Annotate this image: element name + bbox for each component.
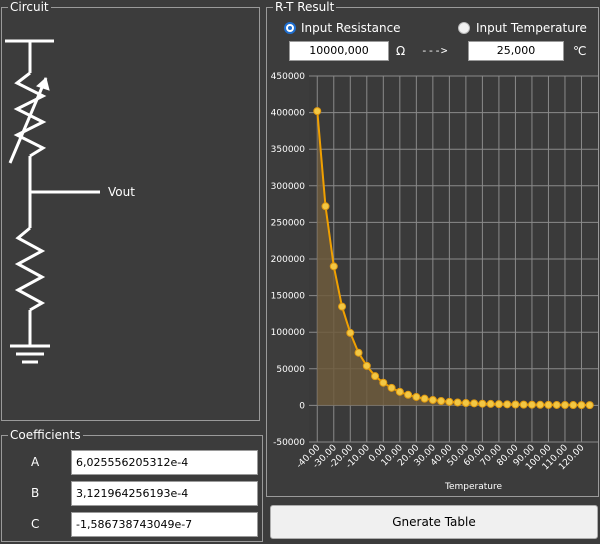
resistance-input[interactable]: 10000,000 <box>289 41 389 61</box>
input-resistance-radio[interactable] <box>284 22 296 34</box>
data-point <box>585 401 594 410</box>
y-tick-label: 400000 <box>271 109 306 119</box>
circuit-group: Circuit Vout <box>1 0 260 421</box>
rt-result-group: R-T Result Input Resistance Input Temper… <box>266 0 599 497</box>
coef-a-label: A <box>31 455 40 469</box>
thermistor-arrow-line <box>8 77 48 164</box>
data-point <box>503 400 512 409</box>
thermistor-arrow-head <box>36 77 50 91</box>
data-point <box>395 387 404 396</box>
celsius-symbol: ℃ <box>573 44 587 58</box>
y-tick-label: 0 <box>299 401 305 411</box>
input-temperature-label[interactable]: Input Temperature <box>476 21 587 35</box>
y-tick-label: 50000 <box>276 365 305 375</box>
data-point <box>511 400 520 409</box>
data-point <box>544 400 553 409</box>
data-point <box>486 399 495 408</box>
circuit-diagram <box>5 39 100 364</box>
series-area <box>317 111 590 406</box>
y-tick-label: 350000 <box>271 145 306 155</box>
data-point <box>346 328 355 337</box>
data-point <box>371 372 380 381</box>
coef-c-field[interactable]: -1,586738743049e-7 <box>71 512 258 537</box>
data-point <box>536 400 545 409</box>
coefficients-group-title: Coefficients <box>8 428 83 442</box>
data-point <box>478 399 487 408</box>
convert-arrow: ---> <box>421 44 448 57</box>
data-point <box>437 397 446 406</box>
data-point <box>387 383 396 392</box>
data-point <box>494 400 503 409</box>
series-line <box>316 111 590 407</box>
rt-result-group-title: R-T Result <box>273 0 337 14</box>
coef-a-field[interactable]: 6,025556205312e-4 <box>71 450 258 475</box>
data-point <box>412 392 421 401</box>
data-point <box>321 202 330 211</box>
data-point <box>338 302 347 311</box>
vout-label: Vout <box>108 185 135 199</box>
input-temperature-radio[interactable] <box>458 22 470 34</box>
data-point <box>428 395 437 404</box>
circuit-group-title: Circuit <box>8 0 51 14</box>
data-point <box>354 348 363 357</box>
rt-chart: -50000 0 50000 100000 150000 200000 250000 3000… <box>271 72 598 492</box>
coef-b-field[interactable]: 3,121964256193e-4 <box>71 481 258 506</box>
data-point <box>552 400 561 409</box>
coef-c-label: C <box>31 517 40 531</box>
y-tick-label: -50000 <box>273 438 305 448</box>
data-point <box>560 400 569 409</box>
input-resistance-label[interactable]: Input Resistance <box>301 21 401 35</box>
data-point <box>313 107 322 116</box>
ohm-symbol: Ω <box>396 44 406 58</box>
data-point <box>404 390 413 399</box>
generate-table-button[interactable]: Gnerate Table <box>270 505 598 539</box>
data-point <box>519 400 528 409</box>
data-point <box>362 361 371 370</box>
data-point <box>420 394 429 403</box>
x-axis-label: Temperature <box>444 482 502 492</box>
coefficients-group: Coefficients A 6,025556205312e-4 B 3,121… <box>1 428 263 542</box>
y-tick-label: 150000 <box>271 292 306 302</box>
y-tick-label: 100000 <box>271 328 306 338</box>
y-tick-label: 250000 <box>271 218 306 228</box>
y-tick-label: 450000 <box>271 72 306 82</box>
data-point <box>379 378 388 387</box>
y-tick-label: 200000 <box>271 255 306 265</box>
data-point <box>569 401 578 410</box>
data-point <box>461 398 470 407</box>
data-point <box>445 397 454 406</box>
coef-b-label: B <box>31 486 40 500</box>
data-point <box>527 400 536 409</box>
temperature-output[interactable]: 25,000 <box>468 41 564 61</box>
data-point <box>470 399 479 408</box>
data-point <box>329 262 338 271</box>
data-point <box>577 401 586 410</box>
data-point <box>453 398 462 407</box>
fixed-resistor <box>14 226 46 312</box>
y-tick-label: 300000 <box>271 182 306 192</box>
